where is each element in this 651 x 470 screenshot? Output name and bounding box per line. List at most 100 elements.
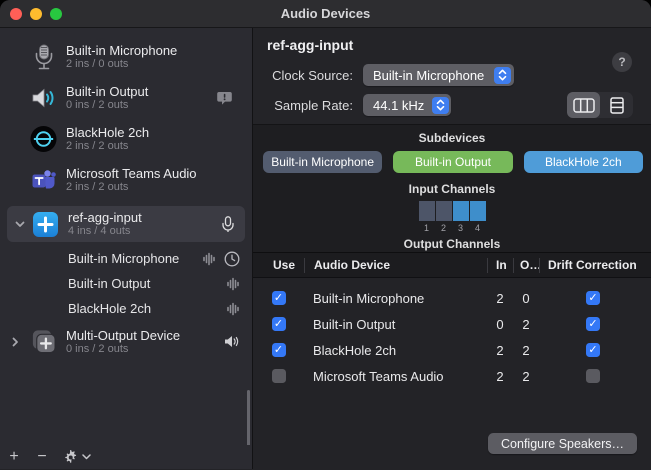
output-channels-heading: Output Channels [403, 237, 501, 251]
input-channels-heading: Input Channels [408, 182, 496, 196]
device-name: Microsoft Teams Audio [66, 165, 197, 181]
configure-speakers-button[interactable]: Configure Speakers… [488, 433, 637, 454]
chevron-down-icon [82, 454, 91, 460]
input-channel-meter: 1 2 3 4 [253, 201, 651, 233]
device-sidebar: Built-in Microphone 2 ins / 0 outs [0, 28, 253, 469]
gear-icon [64, 450, 78, 464]
columns-view-icon [572, 97, 595, 113]
subdevice-pill-built-in-output[interactable]: Built-in Output [393, 151, 513, 173]
page-title: ref-agg-input [267, 37, 354, 53]
sample-rate-label: Sample Rate: [274, 98, 353, 113]
microphone-icon [30, 43, 57, 70]
clock-icon [224, 251, 240, 267]
view-mode-segmented-control [567, 92, 633, 118]
device-name: Multi-Output Device [66, 327, 181, 343]
channel-4: 4 [469, 201, 486, 233]
sidebar-item-blackhole-2ch[interactable]: BlackHole 2ch 2 ins / 2 outs [0, 118, 252, 159]
table-row[interactable]: ✓ Microsoft Teams Audio 2 2 ✓ [253, 363, 651, 389]
sidebar-item-built-in-output[interactable]: Built-in Output 0 ins / 2 outs [0, 77, 252, 118]
subdevices-heading: Subdevices [418, 131, 486, 145]
column-header-drift-correction[interactable]: Drift Correction [539, 257, 651, 273]
aggregate-plus-icon [32, 211, 59, 238]
device-settings-header: ref-agg-input ? Clock Source: Built-in M… [253, 28, 651, 125]
device-name: ref-agg-input [68, 210, 142, 225]
speaker-small-icon [224, 335, 239, 348]
chevron-down-icon[interactable] [7, 221, 32, 228]
clock-source-popup[interactable]: Built-in Microphone [363, 64, 514, 86]
table-row[interactable]: ✓ Built-in Output 0 2 ✓ [253, 311, 651, 337]
device-detail: 2 ins / 0 outs [66, 57, 129, 70]
minimize-button[interactable] [30, 7, 42, 20]
column-header-out[interactable]: O… [513, 257, 539, 273]
columns-view-button[interactable] [567, 92, 600, 118]
waveform-icon [226, 302, 240, 316]
table-row[interactable]: ✓ BlackHole 2ch 2 2 ✓ [253, 337, 651, 363]
device-name: Built-in Output [66, 83, 149, 99]
channel-2: 2 [435, 201, 452, 233]
drift-correction-checkbox[interactable]: ✓ [586, 343, 600, 357]
device-detail: 4 ins / 4 outs [68, 225, 131, 237]
waveform-icon [202, 252, 216, 266]
device-detail: 0 ins / 2 outs [66, 98, 129, 111]
titlebar: Audio Devices [0, 0, 651, 28]
actions-menu-button[interactable] [56, 450, 95, 464]
window-title: Audio Devices [280, 6, 371, 21]
remove-device-button[interactable]: − [37, 448, 47, 465]
add-device-button[interactable]: + [9, 448, 19, 465]
use-checkbox[interactable]: ✓ [271, 369, 286, 383]
sub-item-built-in-microphone[interactable]: Built-in Microphone [0, 246, 252, 271]
help-button[interactable]: ? [612, 52, 632, 72]
subdevice-table: Use Audio Device In O… Drift Correction … [253, 253, 651, 469]
traffic-lights [10, 7, 62, 20]
device-list: Built-in Microphone 2 ins / 0 outs [0, 28, 252, 362]
channel-1: 1 [418, 201, 435, 233]
aggregate-subdevice-list: Built-in Microphone [0, 246, 252, 321]
drift-correction-checkbox[interactable]: ✓ [586, 317, 600, 331]
device-detail: 2 ins / 2 outs [66, 139, 129, 152]
sidebar-item-ref-agg-input[interactable]: ref-agg-input 4 ins / 4 outs [7, 206, 245, 242]
chat-alert-icon [217, 91, 232, 105]
sidebar-item-microsoft-teams-audio[interactable]: Microsoft Teams Audio 2 ins / 2 outs [0, 159, 252, 200]
channel-3: 3 [452, 201, 469, 233]
use-checkbox[interactable]: ✓ [271, 317, 286, 331]
device-detail-panel: ref-agg-input ? Clock Source: Built-in M… [253, 28, 651, 469]
device-detail: 0 ins / 2 outs [66, 342, 129, 355]
device-name: Built-in Microphone [66, 42, 178, 58]
multi-output-icon [30, 328, 57, 355]
device-detail: 2 ins / 2 outs [66, 180, 129, 193]
use-checkbox[interactable]: ✓ [271, 343, 286, 357]
rows-view-icon [609, 96, 624, 114]
sidebar-toolbar: + − [0, 445, 251, 469]
drift-correction-checkbox[interactable]: ✓ [586, 291, 600, 305]
popup-chevrons-icon [494, 66, 511, 84]
device-name: BlackHole 2ch [66, 124, 150, 140]
table-header: Use Audio Device In O… Drift Correction [253, 253, 651, 278]
popup-chevrons-icon [432, 96, 450, 114]
waveform-icon [226, 277, 240, 291]
subdevice-pill-built-in-microphone[interactable]: Built-in Microphone [263, 151, 383, 173]
subdevice-pill-blackhole-2ch[interactable]: BlackHole 2ch [523, 151, 643, 173]
sample-rate-popup[interactable]: 44.1 kHz [363, 94, 451, 116]
sub-item-blackhole-2ch[interactable]: BlackHole 2ch [0, 296, 252, 321]
subdevices-section: Subdevices Built-in Microphone Built-in … [253, 125, 651, 253]
zoom-button[interactable] [50, 7, 62, 20]
table-row[interactable]: ✓ Built-in Microphone 2 0 ✓ [253, 285, 651, 311]
subdevice-pills: Built-in Microphone Built-in Output Blac… [263, 151, 643, 173]
sidebar-item-built-in-microphone[interactable]: Built-in Microphone 2 ins / 0 outs [0, 36, 252, 77]
teams-icon [30, 166, 57, 193]
column-header-in[interactable]: In [487, 257, 513, 273]
use-checkbox[interactable]: ✓ [271, 291, 286, 305]
column-header-audio-device[interactable]: Audio Device [304, 257, 487, 273]
rows-view-button[interactable] [600, 92, 633, 118]
column-header-use[interactable]: Use [273, 258, 296, 272]
blackhole-icon [30, 125, 57, 152]
drift-correction-checkbox[interactable]: ✓ [586, 369, 600, 383]
sub-item-built-in-output[interactable]: Built-in Output [0, 271, 252, 296]
sidebar-scrollbar[interactable] [247, 390, 250, 466]
sidebar-item-multi-output-device[interactable]: Multi-Output Device 0 ins / 2 outs [0, 321, 252, 362]
microphone-small-icon [222, 215, 234, 233]
speaker-icon [30, 84, 57, 111]
chevron-right-icon[interactable] [0, 337, 30, 347]
close-button[interactable] [10, 7, 22, 20]
